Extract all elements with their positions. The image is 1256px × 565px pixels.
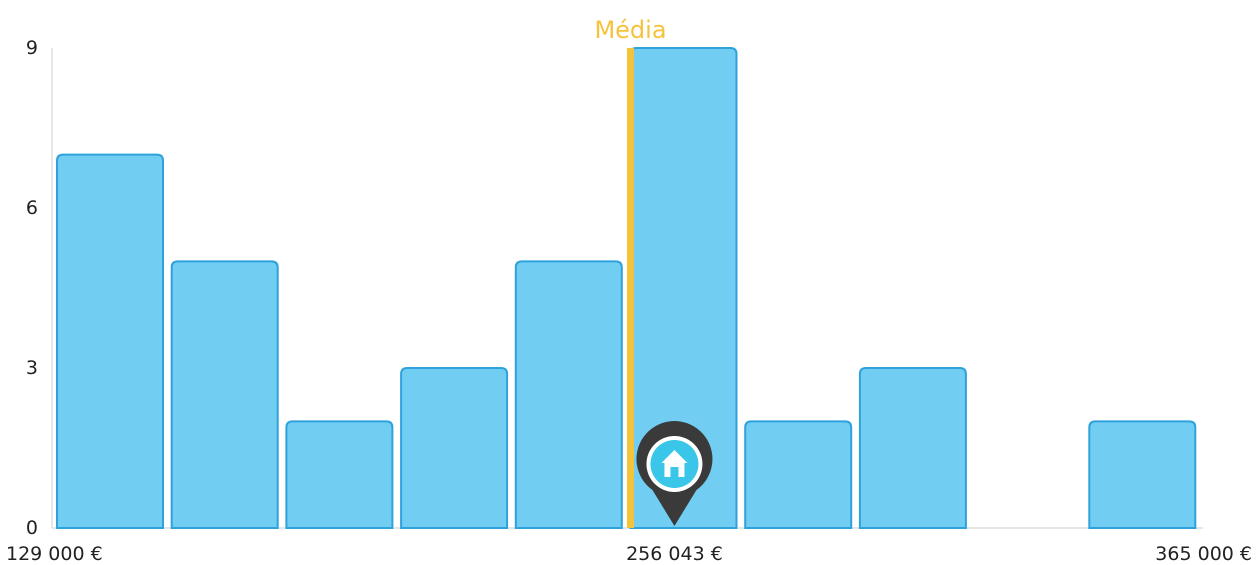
marker-layer[interactable]	[636, 421, 713, 526]
histogram-bar	[858, 367, 967, 529]
histogram-bar	[744, 420, 853, 529]
x-max-label: 365 000 €	[1155, 543, 1252, 565]
mean-label: Média	[594, 16, 666, 44]
histogram-bar	[1088, 420, 1197, 529]
property-price-label: 256 043 €	[626, 543, 723, 565]
labels-layer: 129 000 € 256 043 € 365 000 €	[6, 543, 1252, 565]
house-pin-icon[interactable]	[636, 421, 713, 526]
x-min-label: 129 000 €	[6, 543, 103, 565]
y-tick-label: 0	[26, 517, 38, 539]
y-tick-label: 3	[26, 357, 38, 379]
house-door	[670, 467, 679, 477]
histogram-bar	[400, 367, 509, 529]
mean-layer: Média	[594, 16, 667, 528]
histogram-bar	[56, 153, 164, 529]
house-glyph	[661, 450, 688, 477]
histogram-bar	[285, 420, 394, 529]
bars-layer	[56, 47, 1197, 529]
y-tick-label: 6	[26, 197, 38, 219]
histogram-bar	[514, 260, 623, 529]
y-tick-label: 9	[26, 37, 38, 59]
histogram-bar	[170, 260, 279, 529]
